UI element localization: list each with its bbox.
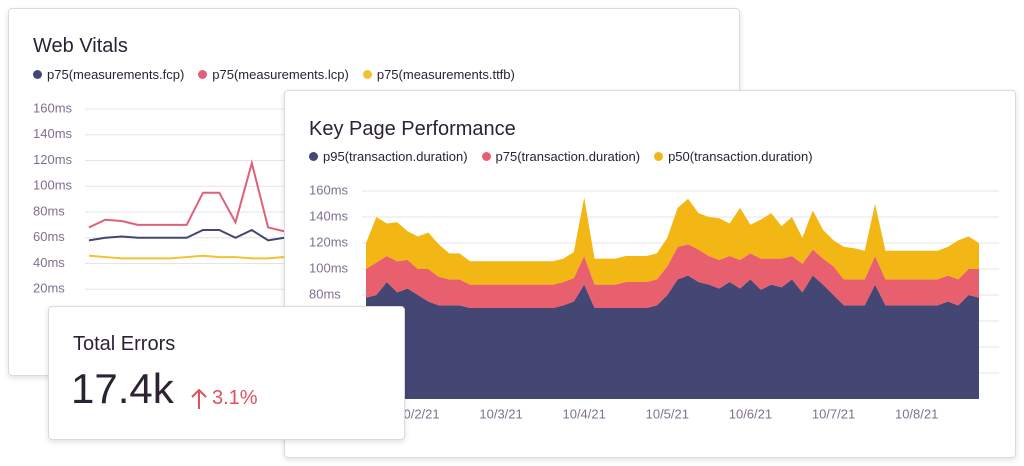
up-arrow-icon [191,388,207,409]
stat-title: Total Errors [73,333,176,355]
legend-swatch [309,152,318,161]
y-tick-label: 140ms [309,208,349,223]
y-tick-label: 80ms [33,203,65,218]
y-tick-label: 20ms [33,281,65,296]
y-tick-label: 160ms [33,100,73,115]
legend-label: p75(measurements.lcp) [212,67,349,82]
legend-item: p75(transaction.duration) [481,149,641,164]
legend-item: p75(measurements.ttfb) [362,67,515,82]
legend-swatch [362,70,372,79]
chart-title: Web Vitals [33,35,128,57]
legend: p75(measurements.fcp) p75(measurements.lc… [33,67,529,82]
y-tick-label: 80ms [309,286,341,301]
legend-item: p75(measurements.fcp) [33,67,184,82]
legend-item: p75(measurements.lcp) [198,67,349,82]
x-tick-label: 10/6/21 [729,406,772,421]
stat-change: 3.1% [212,387,258,409]
y-tick-label: 60ms [33,229,65,244]
legend: p95(transaction.duration) p75(transaction… [309,149,827,164]
legend-swatch [654,152,664,161]
key-page-card: Key Page Performance p95(transaction.dur… [284,90,1016,458]
legend-swatch [481,152,491,161]
x-tick-label: 10/4/21 [562,406,605,421]
area-series [366,244,979,308]
y-tick-label: 100ms [33,178,73,193]
x-tick-label: 10/7/21 [812,406,855,421]
x-tick-label: 10/3/21 [479,406,522,421]
y-tick-label: 140ms [33,126,73,141]
legend-label: p75(transaction.duration) [495,149,641,164]
legend-label: p50(transaction.duration) [668,149,813,164]
legend-swatch [198,70,208,79]
legend-label: p75(measurements.ttfb) [376,67,515,82]
y-tick-label: 120ms [33,152,73,167]
y-tick-label: 160ms [309,182,349,197]
legend-label: p75(measurements.fcp) [47,67,185,82]
y-tick-label: 100ms [309,260,349,275]
stat-card: Total Errors 17.4k 3.1% [48,306,405,440]
y-tick-label: 40ms [33,255,65,270]
legend-item: p95(transaction.duration) [309,149,468,164]
legend-item: p50(transaction.duration) [654,149,813,164]
legend-label: p95(transaction.duration) [323,149,468,164]
x-tick-label: 10/8/21 [895,406,938,421]
y-tick-label: 120ms [309,234,349,249]
chart-title: Key Page Performance [309,118,516,140]
chart: 20ms40ms60ms80ms100ms120ms140ms160ms10/2… [309,182,999,421]
area-series [366,197,979,285]
x-tick-label: 10/5/21 [646,406,689,421]
area-series [366,275,979,399]
x-tick-label: 10/2/21 [396,406,439,421]
legend-swatch [33,70,42,79]
stat-value: 17.4k [71,365,174,412]
